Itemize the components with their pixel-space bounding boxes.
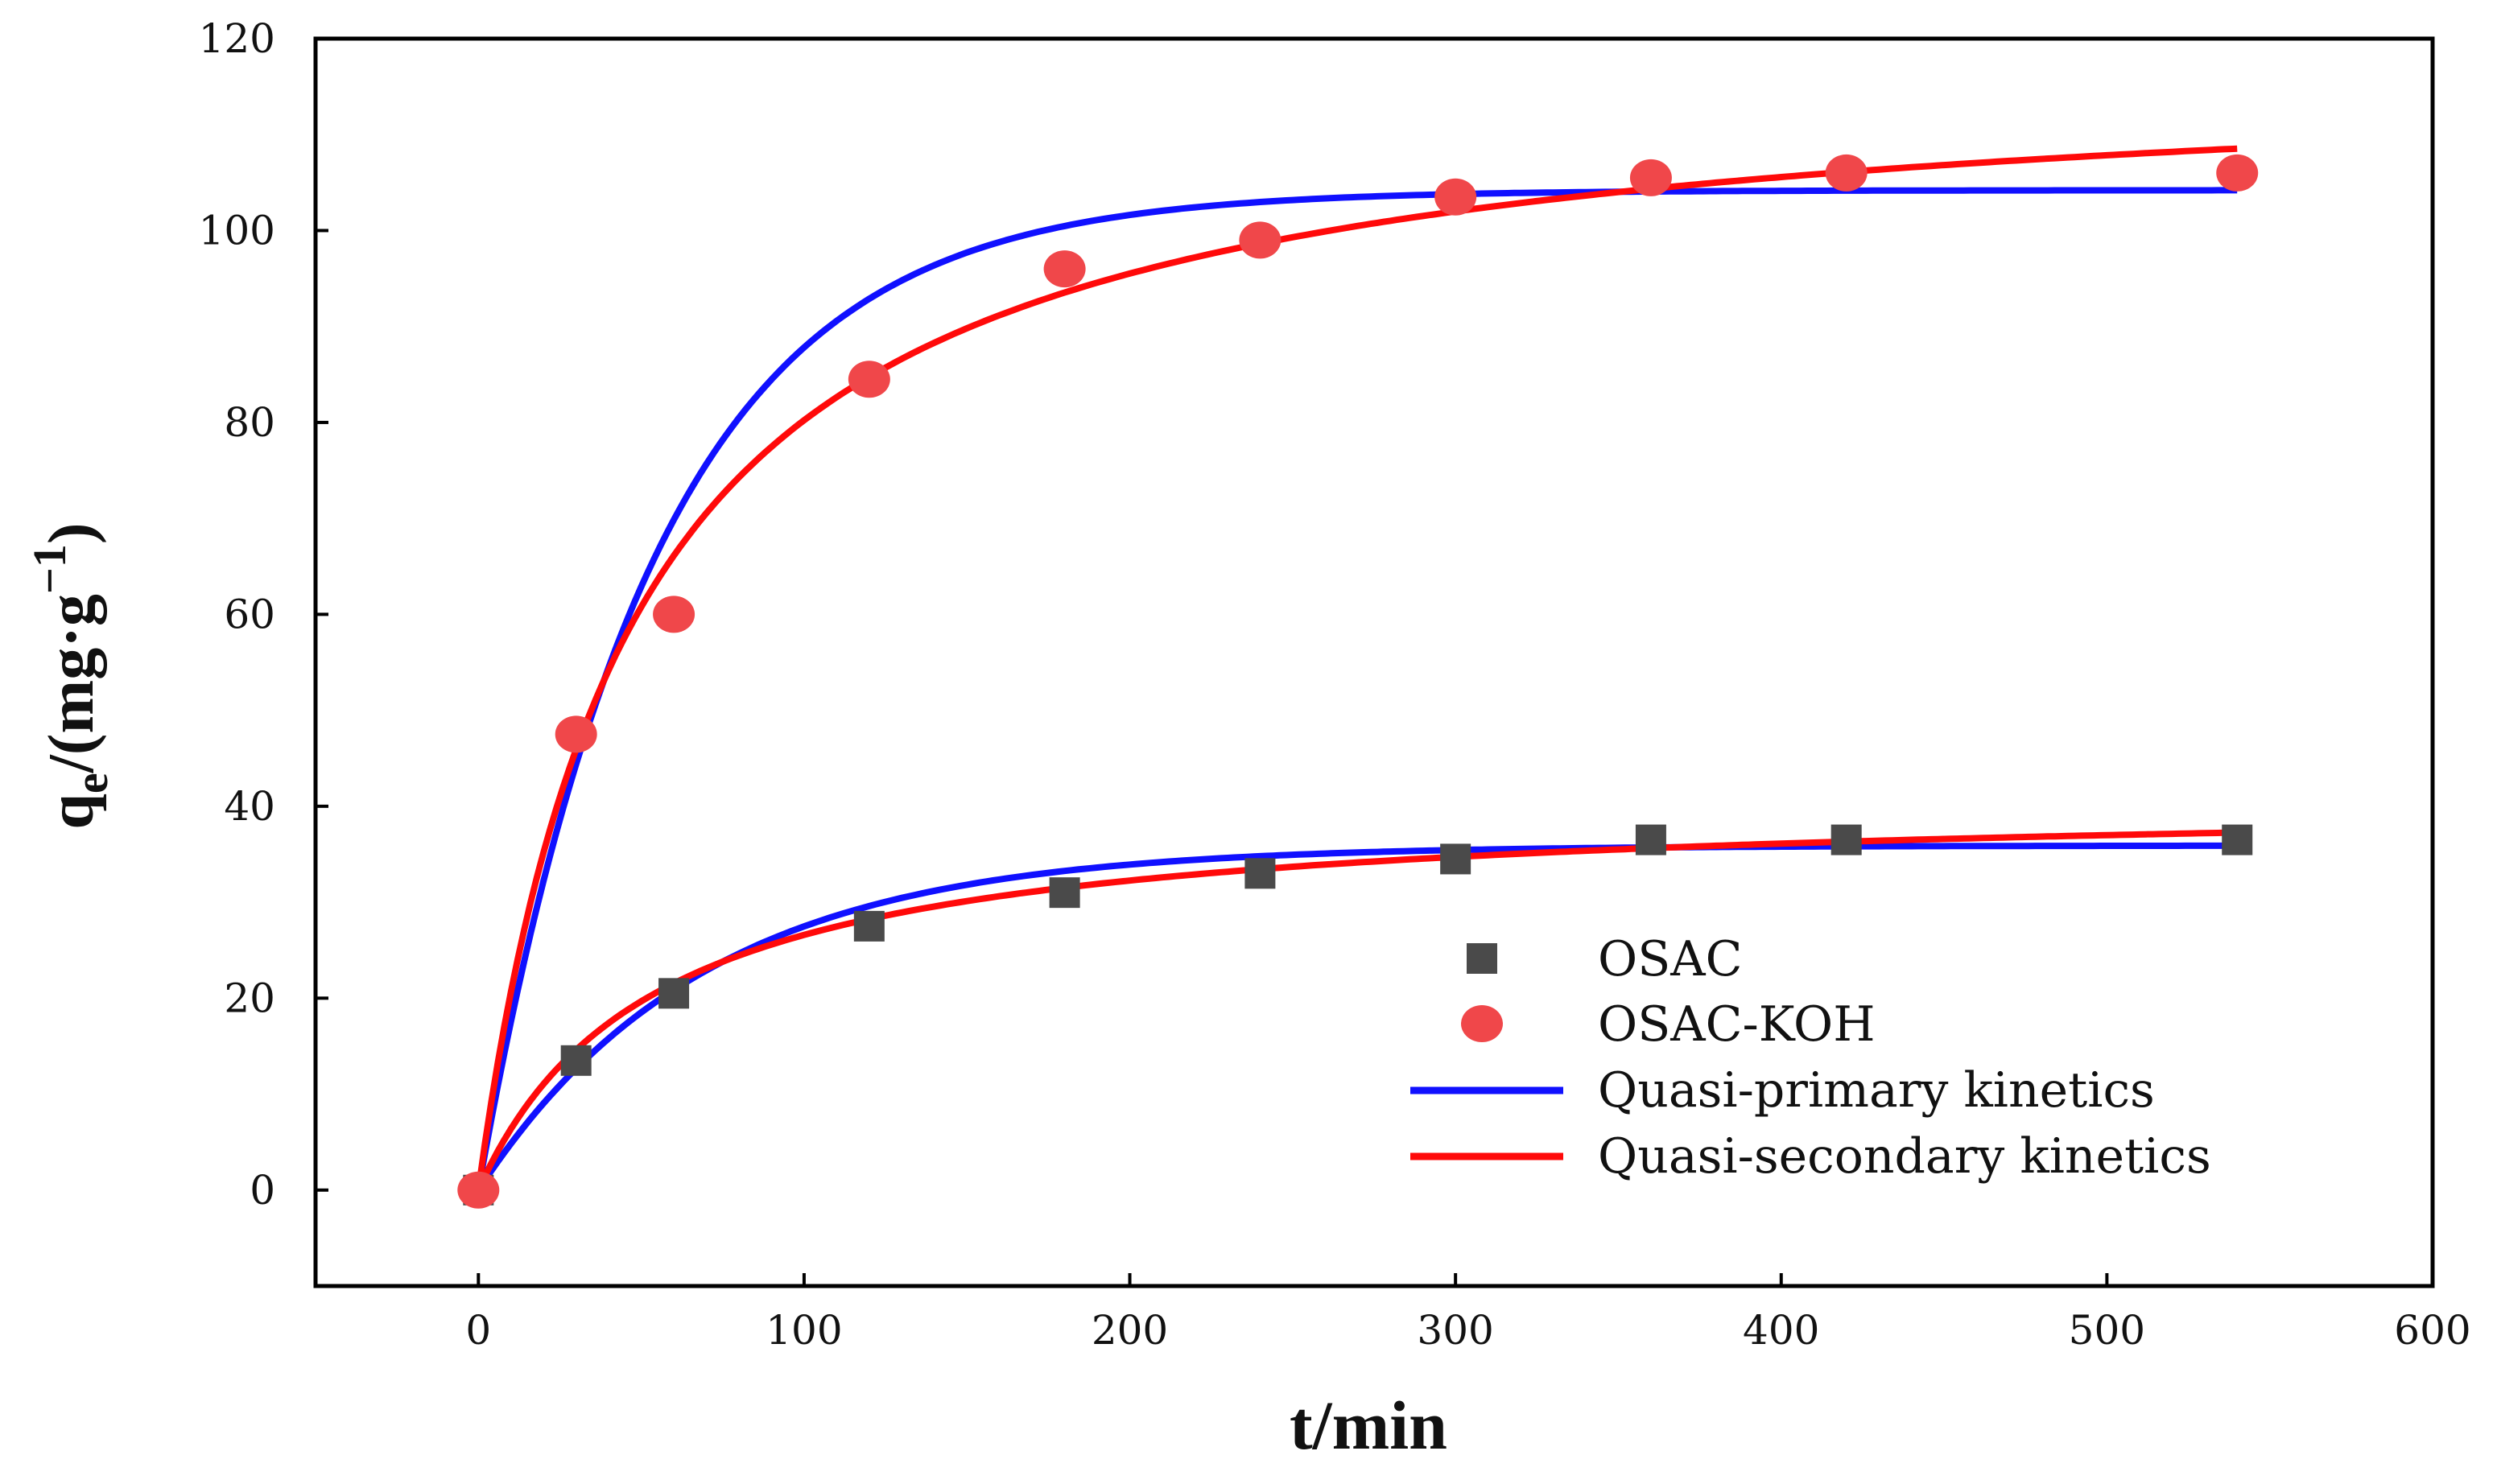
quasi-secondary-kinetics-curve [475, 145, 2238, 1191]
osac-koh-point [1434, 178, 1477, 216]
osac-point [560, 1045, 592, 1076]
osac-point [2222, 824, 2253, 855]
y-axis-title-close: ) [36, 522, 107, 544]
legend: OSAC OSAC-KOH Quasi-primary kinetics Qua… [1410, 931, 2211, 1185]
quasi-primary-kinetics-curve [475, 187, 2238, 1191]
legend-label-quasi-primary: Quasi-primary kinetics [1598, 1062, 2155, 1119]
x-tick-label: 0 [465, 1307, 491, 1354]
x-tick-label: 100 [766, 1307, 842, 1354]
legend-label-osac: OSAC [1598, 931, 1743, 987]
y-tick-label: 120 [199, 15, 275, 62]
y-axis-title-base: q [36, 794, 107, 830]
osac-point [1049, 877, 1080, 909]
y-tick-label: 80 [224, 399, 275, 446]
y-axis-title: qe/(mg·g−1) [23, 522, 118, 829]
x-tick-label: 400 [1743, 1307, 1819, 1354]
x-axis-title: t/min [1290, 1387, 1447, 1464]
osac-koh-point [1043, 250, 1086, 288]
y-axis-title-sup: −1 [23, 544, 76, 594]
osac-point [1244, 858, 1276, 889]
plot-area-frame [313, 36, 2435, 1288]
y-axis-title-sub: e [65, 773, 118, 794]
osac-point [853, 910, 885, 942]
osac-koh-point [1629, 159, 1672, 196]
osac-koh-point [1825, 154, 1868, 192]
quasi-secondary-kinetics-curve [475, 829, 2238, 1192]
osac-point [1635, 824, 1666, 855]
y-tick-label: 0 [250, 1167, 275, 1214]
x-tick-label: 200 [1092, 1307, 1168, 1354]
x-tick-label: 500 [2069, 1307, 2145, 1354]
osac-koh-point [2216, 154, 2259, 192]
x-tick-label: 600 [2394, 1307, 2470, 1354]
osac-koh-point [555, 715, 597, 753]
y-tick-label: 20 [224, 975, 275, 1021]
osac-point [1830, 824, 1862, 855]
y-tick-label: 40 [224, 783, 275, 830]
y-tick-label: 60 [224, 591, 275, 637]
quasi-primary-kinetics-curve [475, 842, 2238, 1192]
x-tick-label: 300 [1417, 1307, 1493, 1354]
osac-koh-point [848, 361, 890, 398]
legend-label-quasi-secondary: Quasi-secondary kinetics [1598, 1128, 2211, 1185]
osac-koh-point [1239, 221, 1282, 259]
osac-koh-point [653, 596, 695, 633]
osac-point [658, 978, 690, 1009]
y-tick-label: 100 [199, 207, 275, 254]
legend-label-osac-koh: OSAC-KOH [1598, 996, 1876, 1053]
legend-osac-marker [1467, 943, 1497, 974]
osac-koh-point [457, 1171, 500, 1209]
y-axis-title-main: /(mg·g [36, 594, 107, 773]
legend-osac-koh-marker [1461, 1005, 1503, 1042]
osac-point [1440, 843, 1471, 875]
